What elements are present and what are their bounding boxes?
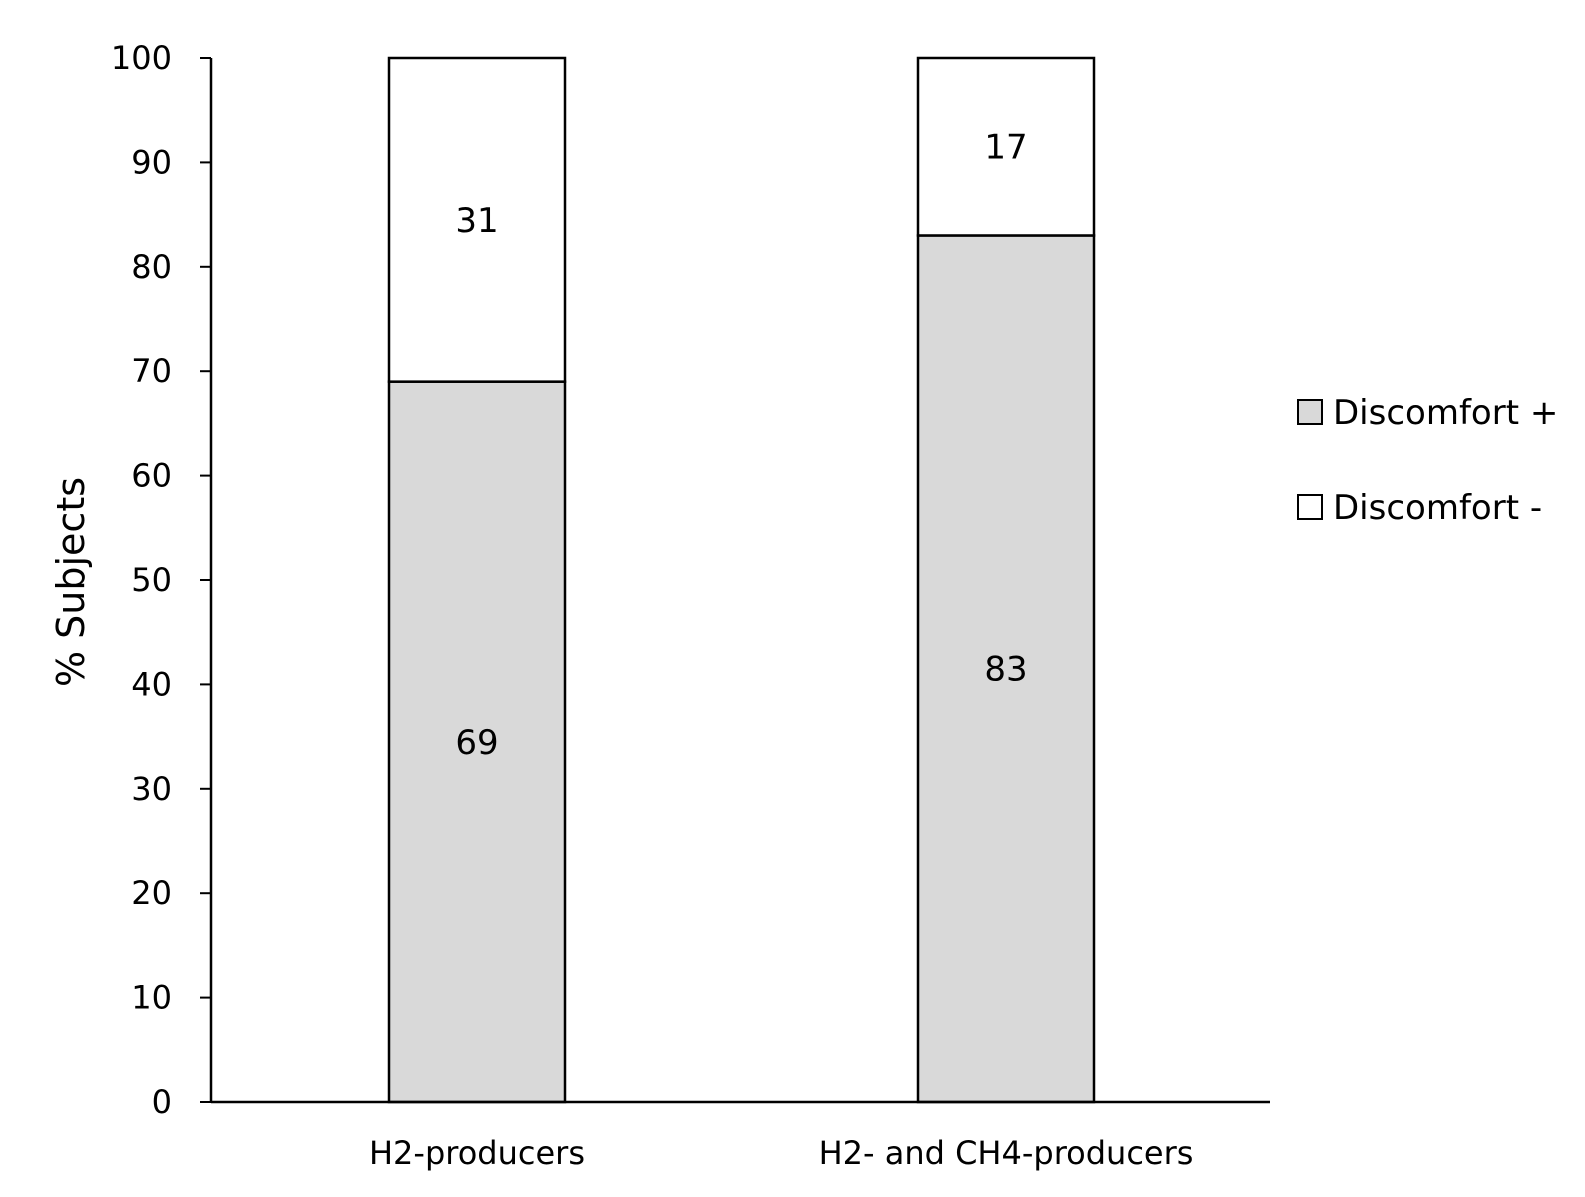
y-tick-label: 80: [131, 248, 172, 286]
legend-swatch: [1297, 494, 1323, 520]
bar-segment: [916, 56, 1096, 237]
bar-segment: [916, 234, 1096, 1104]
y-axis-ticks: 0 10 20 30 40 50 60 70 80 90 100: [111, 39, 211, 1121]
y-tick-label: 20: [131, 874, 172, 912]
legend-label: Discomfort +: [1333, 393, 1558, 433]
legend-swatch: [1297, 399, 1323, 425]
y-tick-label: 100: [111, 39, 172, 77]
data-labels: 69 31 83 17: [455, 128, 1027, 763]
y-axis-title: % Subjects: [49, 477, 93, 687]
y-tick-label: 90: [131, 143, 172, 181]
legend: Discomfort + Discomfort -: [1297, 393, 1558, 528]
data-label: 83: [984, 650, 1027, 690]
axes: [209, 58, 1270, 1104]
y-tick-label: 0: [152, 1083, 172, 1121]
bar-segment: [387, 56, 567, 383]
y-tick-label: 70: [131, 352, 172, 390]
y-tick-label: 10: [131, 979, 172, 1017]
y-tick-label: 50: [131, 561, 172, 599]
category-label: H2-producers: [369, 1134, 585, 1172]
category-labels: H2-producers H2- and CH4-producers: [369, 1134, 1193, 1172]
data-label: 31: [455, 201, 498, 241]
bar-segment: [387, 380, 567, 1104]
data-label: 17: [984, 128, 1027, 168]
legend-label: Discomfort -: [1333, 488, 1542, 528]
y-tick-label: 60: [131, 457, 172, 495]
data-label: 69: [455, 723, 498, 763]
y-tick-label: 30: [131, 770, 172, 808]
y-tick-label: 40: [131, 665, 172, 703]
category-label: H2- and CH4-producers: [819, 1134, 1194, 1172]
bars: [387, 56, 1096, 1104]
